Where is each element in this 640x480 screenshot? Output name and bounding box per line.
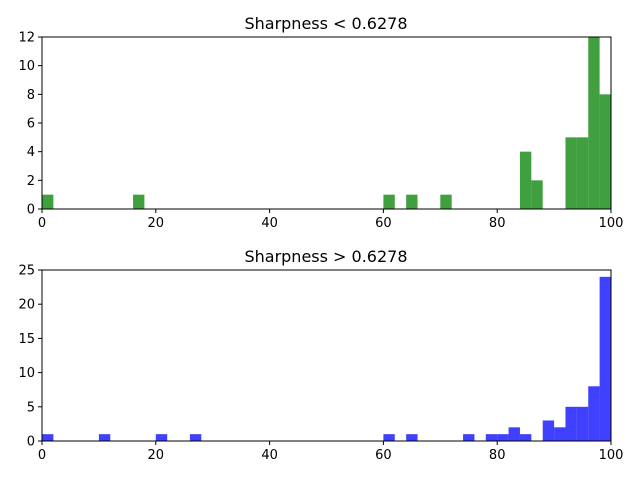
histogram-bar	[497, 434, 509, 441]
y-tick-label: 10	[18, 366, 35, 381]
histogram-bar	[531, 180, 543, 209]
histogram-bar	[542, 420, 555, 441]
histogram-bar	[599, 276, 611, 441]
histogram-bar	[576, 137, 589, 209]
x-tick-label: 80	[489, 448, 506, 463]
x-tick-label: 0	[38, 216, 46, 231]
x-tick-label: 20	[148, 216, 165, 231]
bar-series	[42, 276, 611, 441]
histogram-bar	[565, 406, 577, 441]
histogram-bar	[565, 137, 577, 209]
histogram-bar	[485, 434, 498, 441]
y-tick-label: 0	[27, 435, 35, 450]
x-tick-label: 40	[261, 448, 278, 463]
y-tick-label: 2	[27, 174, 35, 189]
histogram-bar	[463, 434, 475, 441]
y-tick-label: 4	[27, 145, 35, 160]
y-tick-label: 0	[27, 203, 35, 218]
x-tick-label: 100	[599, 448, 624, 463]
x-tick-label: 60	[375, 216, 392, 231]
x-tick-label: 0	[38, 448, 46, 463]
y-tick-label: 25	[18, 264, 35, 279]
x-tick-label: 80	[489, 216, 506, 231]
axes-frame	[41, 269, 612, 442]
y-tick-label: 8	[27, 88, 35, 103]
y-tick-label: 20	[18, 298, 35, 313]
x-tick-label: 20	[148, 448, 165, 463]
histogram-bar	[599, 94, 611, 209]
histogram-panel-low: Sharpness < 0.6278 0 20 40 60 80 100 0 2 4 6 8 10 12	[18, 14, 623, 231]
histogram-bar	[189, 434, 202, 441]
histogram-bar	[554, 427, 566, 441]
histogram-bar	[519, 434, 532, 441]
y-tick-label: 5	[27, 400, 35, 415]
chart-title: Sharpness > 0.6278	[244, 247, 407, 266]
histogram-bar	[406, 434, 418, 441]
histogram-bar	[383, 434, 395, 441]
histogram-bar	[576, 406, 589, 441]
histogram-bar	[440, 194, 452, 209]
x-tick-label: 60	[375, 448, 392, 463]
y-tick-label: 6	[27, 117, 35, 132]
x-tick-label: 100	[599, 216, 624, 231]
bar-series	[42, 37, 611, 209]
histogram-bar	[588, 37, 600, 209]
histogram-bar	[383, 194, 395, 209]
y-tick-label: 15	[18, 332, 35, 347]
histogram-bar	[519, 151, 532, 209]
histogram-bar	[588, 386, 600, 441]
histogram-bar	[155, 434, 168, 441]
histogram-bar	[406, 194, 418, 209]
histogram-bar	[133, 194, 145, 209]
chart-title: Sharpness < 0.6278	[244, 14, 407, 33]
histogram-bar	[508, 427, 520, 441]
histogram-panel-high: Sharpness > 0.6278 0 20 40 60 80 100 0 5 10 15 20 2…	[18, 247, 623, 463]
histogram-bar	[42, 434, 54, 441]
y-tick-label: 12	[18, 31, 35, 46]
y-tick-label: 10	[18, 59, 35, 74]
x-tick-label: 40	[261, 216, 278, 231]
histogram-bar	[42, 194, 54, 209]
histogram-bar	[98, 434, 111, 441]
